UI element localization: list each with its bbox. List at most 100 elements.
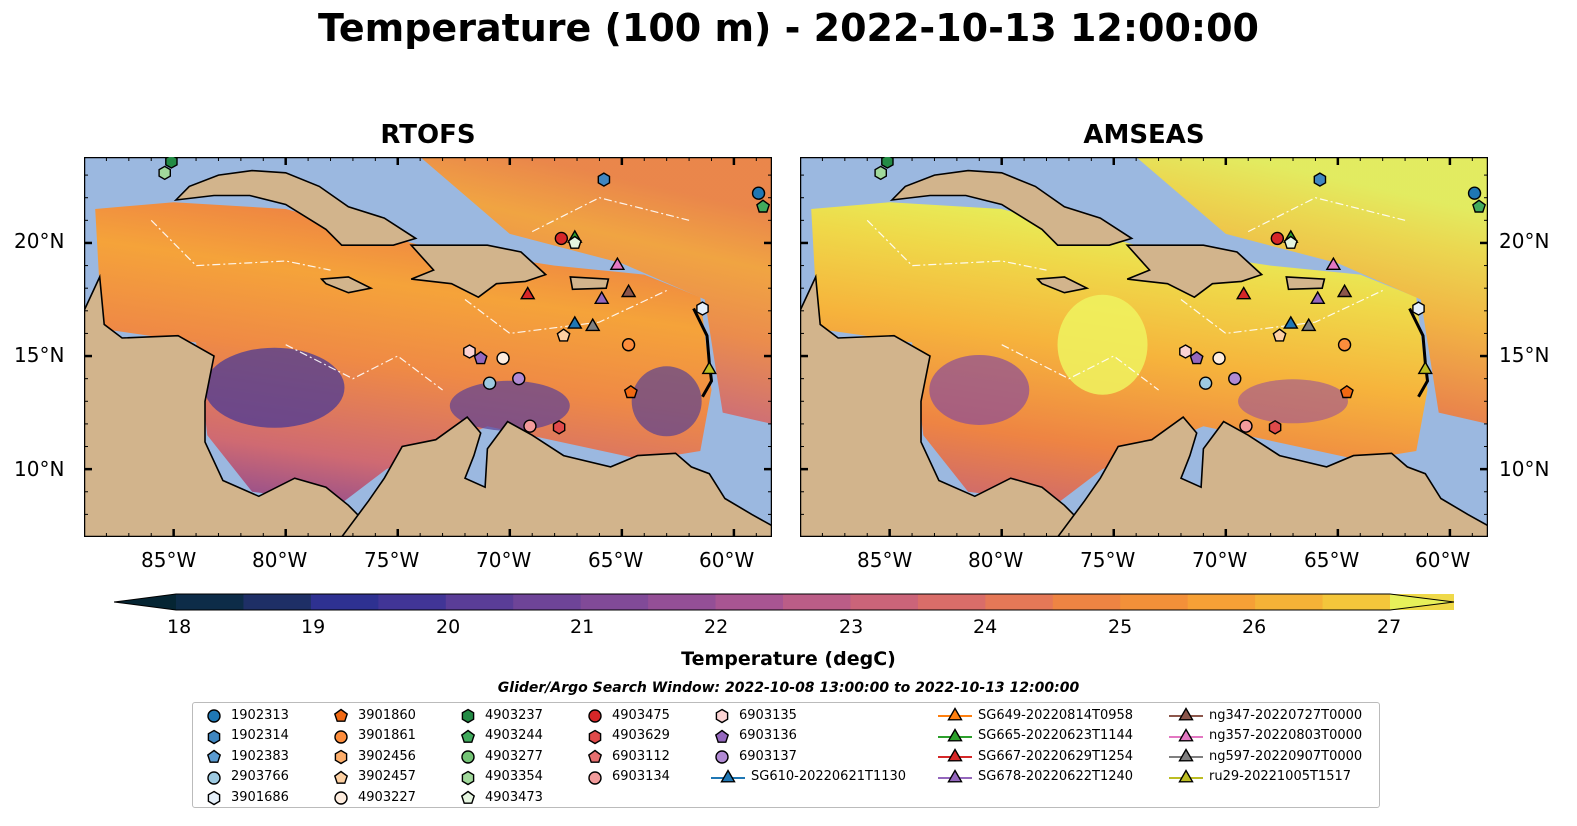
legend-marker-icon — [1169, 768, 1203, 783]
legend-item: 3902456 — [330, 747, 416, 765]
platform-marker-4903473 — [567, 235, 582, 249]
colorbar-segment — [176, 594, 245, 610]
lat-tick-left-10n: 10°N — [14, 457, 65, 481]
platform-marker-4903244 — [756, 199, 771, 213]
platform-marker-4903227 — [1212, 351, 1226, 366]
colorbar-segment — [580, 594, 649, 610]
legend-item: ng347-20220727T0000 — [1169, 706, 1362, 724]
platform-marker-3901860 — [623, 384, 638, 399]
platform-marker-4903629 — [552, 419, 566, 435]
legend-marker-icon — [333, 770, 349, 784]
platform-marker-sg678-20220622t1240 — [1309, 290, 1326, 304]
legend-marker — [461, 708, 475, 724]
legend-marker — [587, 749, 603, 764]
lat-tick-right-10n: 10°N — [1499, 457, 1550, 481]
platform-marker-4903237 — [165, 157, 178, 169]
map-panel-amseas[interactable] — [800, 157, 1488, 537]
legend-item: 3901860 — [330, 706, 416, 724]
platform-marker-ng597-20220907t0000 — [1300, 317, 1317, 332]
south-america-land — [1056, 416, 1488, 537]
hispaniola-land — [1125, 244, 1264, 299]
platform-marker-3901686 — [696, 301, 709, 316]
cuba-land — [889, 169, 1134, 246]
legend-label: 3902456 — [358, 748, 416, 764]
colorbar-segment — [783, 594, 852, 610]
legend-item: 6903135 — [711, 706, 797, 724]
legend-label: 4903473 — [485, 789, 543, 805]
legend-marker-icon — [207, 709, 221, 723]
colorbar-tick-18: 18 — [167, 616, 192, 638]
platform-marker-3901861 — [621, 338, 636, 352]
platform-marker-4903354 — [158, 165, 171, 181]
legend-marker — [720, 768, 736, 783]
platform-marker-3902457 — [1272, 328, 1287, 342]
lon-tick-right-65w: 65°W — [1304, 548, 1360, 572]
legend-item: 4903237 — [457, 706, 543, 724]
legend-marker-icon — [938, 748, 972, 762]
legend-item: 6903137 — [711, 747, 797, 765]
lat-tick-left-15n: 15°N — [14, 343, 65, 367]
legend-marker-icon — [1169, 727, 1203, 742]
legend-marker — [947, 727, 963, 742]
platform-marker-ru29-20221005t1517 — [1417, 360, 1433, 375]
platform-marker-6903135 — [463, 344, 476, 359]
legend-item: SG667-20220629T1254 — [938, 747, 1133, 765]
legend-marker-icon — [1169, 748, 1203, 762]
legend-marker — [461, 750, 475, 764]
platform-marker-6903136 — [1189, 350, 1204, 365]
legend-label: 4903244 — [485, 728, 543, 744]
jamaica-land — [1035, 276, 1090, 294]
platform-marker-1902313 — [751, 186, 766, 200]
legend-label: 1902313 — [231, 707, 289, 723]
legend-label: 4903629 — [612, 728, 670, 744]
legend-marker — [715, 750, 729, 764]
legend-label: 6903137 — [739, 748, 797, 764]
platform-marker-3901861 — [1337, 338, 1352, 352]
legend-item: 4903244 — [457, 727, 543, 745]
legend-marker-icon — [714, 729, 730, 743]
legend-label: ng347-20220727T0000 — [1209, 707, 1363, 723]
colorbar-segment — [378, 594, 447, 610]
platform-marker-2903766 — [1198, 376, 1213, 390]
legend-marker-icon — [715, 750, 729, 764]
legend-marker-icon — [460, 791, 476, 805]
legend-label: 4903237 — [485, 707, 543, 723]
legend-marker — [334, 729, 348, 744]
legend-item: ru29-20221005T1517 — [1169, 768, 1351, 786]
lon-tick-left-80w: 80°W — [252, 548, 308, 572]
legend-marker-icon — [588, 771, 602, 785]
legend-label: 1902314 — [231, 728, 289, 744]
legend-item: 3901861 — [330, 727, 416, 745]
platform-marker-sg667-20220629t1254 — [519, 286, 536, 300]
legend-item: ng597-20220907T0000 — [1169, 747, 1362, 765]
lon-tick-left-75w: 75°W — [364, 548, 420, 572]
jamaica-land — [319, 276, 374, 294]
legend-label: 3901860 — [358, 707, 416, 723]
legend-marker — [714, 729, 730, 743]
legend-marker-icon — [207, 791, 221, 806]
platform-marker-sg610-20220621t1130 — [1283, 315, 1299, 329]
colorbar-segment — [985, 594, 1054, 610]
colorbar-segment — [310, 594, 380, 610]
legend-item: 4903277 — [457, 747, 543, 765]
legend-item: 2903766 — [203, 768, 289, 786]
legend-marker-icon — [206, 749, 222, 764]
map-panel-rtofs[interactable] — [84, 157, 772, 537]
figure-title: Temperature (100 m) - 2022-10-13 12:00:0… — [317, 6, 1259, 50]
platform-marker-4903244 — [1472, 199, 1487, 213]
legend-label: SG610-20220621T1130 — [751, 769, 907, 785]
legend-label: 3902457 — [358, 769, 416, 785]
legend-label: 6903112 — [612, 748, 670, 764]
legend-marker — [715, 708, 729, 724]
legend-marker — [1178, 748, 1194, 762]
legend-item: 1902313 — [203, 706, 289, 724]
platform-marker-1902314 — [1313, 172, 1327, 187]
platform-marker-ng347-20220727t0000 — [1336, 283, 1353, 298]
legend-marker-icon — [711, 768, 745, 783]
legend-marker — [1178, 727, 1194, 742]
legend-label: SG665-20220623T1144 — [978, 728, 1134, 744]
platform-marker-4903237 — [881, 157, 894, 169]
colorbar-segment — [513, 594, 582, 610]
legend-marker — [461, 770, 475, 786]
colorbar-tick-26: 26 — [1242, 616, 1267, 638]
